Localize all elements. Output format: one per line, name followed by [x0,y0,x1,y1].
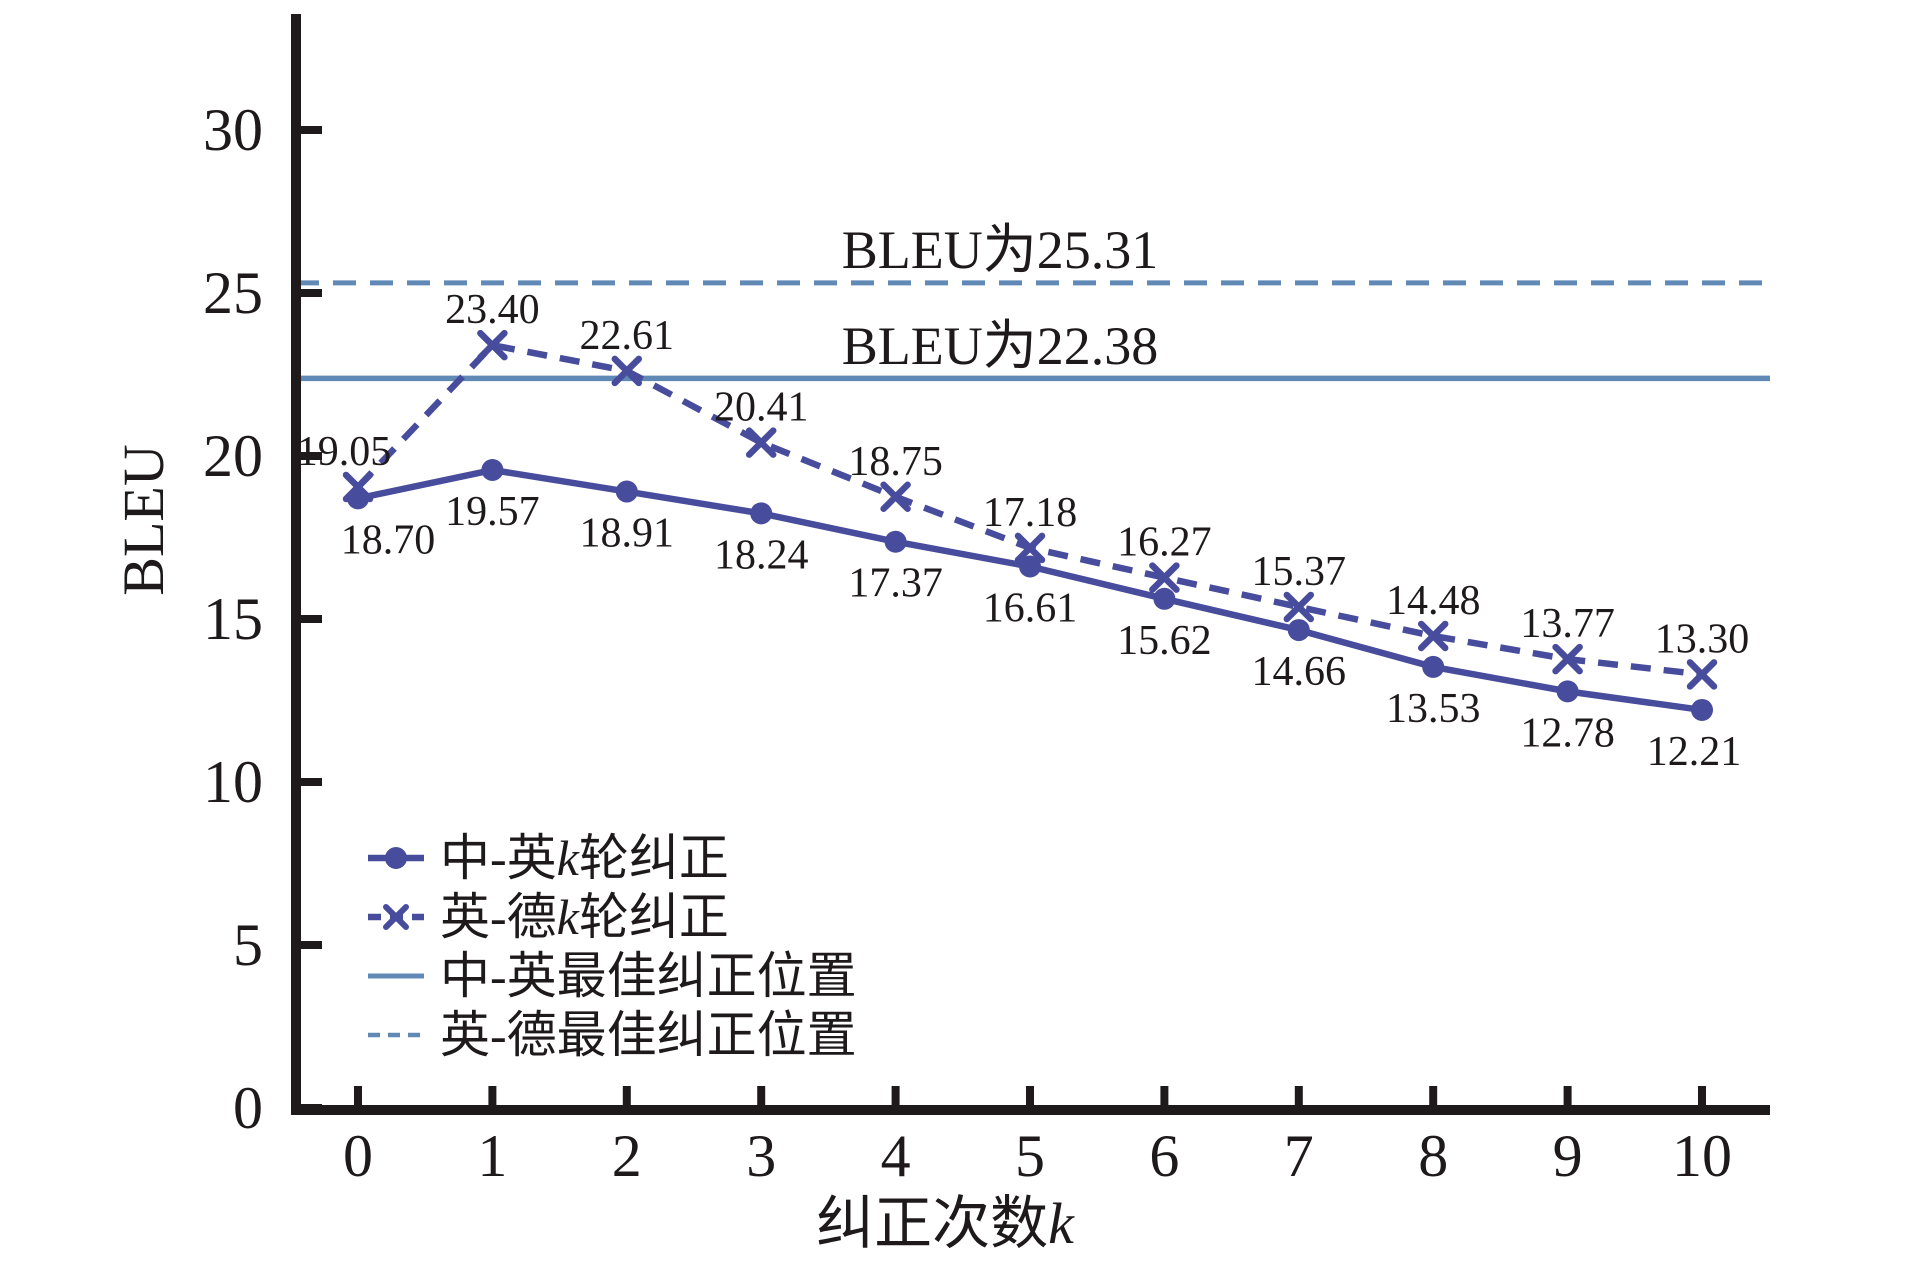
x-tick-label: 7 [1284,1123,1314,1189]
x-tick-label: 5 [1015,1123,1045,1189]
x-tick-label: 0 [343,1123,373,1189]
x-tick-label: 3 [746,1123,776,1189]
marker-circle [1422,655,1445,678]
data-label: 13.53 [1386,686,1481,732]
marker-circle [481,459,504,482]
legend-label-zh-en-k: 中-英k轮纠正 [440,830,729,886]
legend-label-en-de-best: 英-德最佳纠正位置 [440,1007,857,1063]
y-tick-label: 15 [203,586,263,652]
data-label: 17.37 [848,561,943,607]
x-tick-label: 2 [612,1123,642,1189]
marker-x [1686,659,1718,690]
data-label: 15.37 [1252,549,1347,595]
data-label: 18.70 [341,517,436,563]
data-label: 18.91 [580,511,675,557]
marker-circle [1153,587,1176,610]
marker-x [477,329,508,361]
x-tick-label: 10 [1672,1123,1732,1189]
marker-circle [1691,698,1713,721]
data-label: 12.21 [1647,729,1742,775]
y-tick-label: 0 [233,1075,263,1141]
marker-circle [884,530,907,553]
data-label: 14.66 [1252,649,1347,695]
data-label: 19.05 [297,429,392,475]
marker-x [611,355,643,387]
legend-label-en-de-k: 英-德k轮纠正 [440,889,729,945]
data-label: 15.62 [1117,618,1212,664]
legend-markers [368,847,424,1038]
y-tick-label: 20 [203,423,263,489]
x-tick-label: 6 [1149,1123,1179,1189]
y-tick-label: 30 [203,97,263,163]
marker-x [1149,562,1180,593]
legend-label-zh-en-best: 中-英最佳纠正位置 [440,948,857,1004]
legend-marker-circle [385,847,407,869]
y-tick-label: 5 [233,912,263,978]
marker-x [342,471,374,503]
marker-x [1552,643,1583,675]
data-label: 13.77 [1520,601,1615,647]
reference-annotation-zh-en: BLEU为22.38 [842,316,1159,376]
x-axis-title: 纠正次数k [816,1191,1075,1256]
marker-x [1417,620,1449,652]
x-tick-label: 9 [1553,1123,1583,1189]
y-tick-label: 25 [203,260,263,326]
data-label: 13.30 [1655,616,1750,662]
data-label: 20.41 [714,385,809,431]
x-tick-label: 8 [1418,1123,1448,1189]
data-label: 16.61 [983,586,1078,632]
data-label: 17.18 [983,490,1078,536]
marker-circle [615,480,638,503]
data-label: 18.24 [714,532,809,578]
data-label: 23.40 [445,287,540,333]
x-tick-label: 1 [477,1123,507,1189]
marker-x [745,427,777,458]
y-tick-label: 10 [203,749,263,815]
x-tick-label: 4 [881,1123,911,1189]
reference-annotation-en-de: BLEU为25.31 [842,220,1159,280]
marker-x [880,481,911,512]
data-label: 12.78 [1520,710,1615,756]
marker-circle [1556,680,1579,703]
data-label: 18.75 [848,439,943,485]
marker-circle [1287,619,1310,642]
legend-marker-x [383,904,409,930]
data-label: 19.57 [445,489,540,535]
data-label: 16.27 [1117,520,1212,566]
data-label: 14.48 [1386,578,1481,624]
y-axis-title: BLEU [111,444,176,595]
marker-circle [750,502,773,525]
data-label: 22.61 [580,313,675,359]
legend: 中-英k轮纠正 英-德k轮纠正 中-英最佳纠正位置 英-德最佳纠正位置 [368,830,857,1063]
marker-x [1283,591,1315,623]
marker-circle [1019,555,1041,578]
marker-x [1014,532,1046,564]
